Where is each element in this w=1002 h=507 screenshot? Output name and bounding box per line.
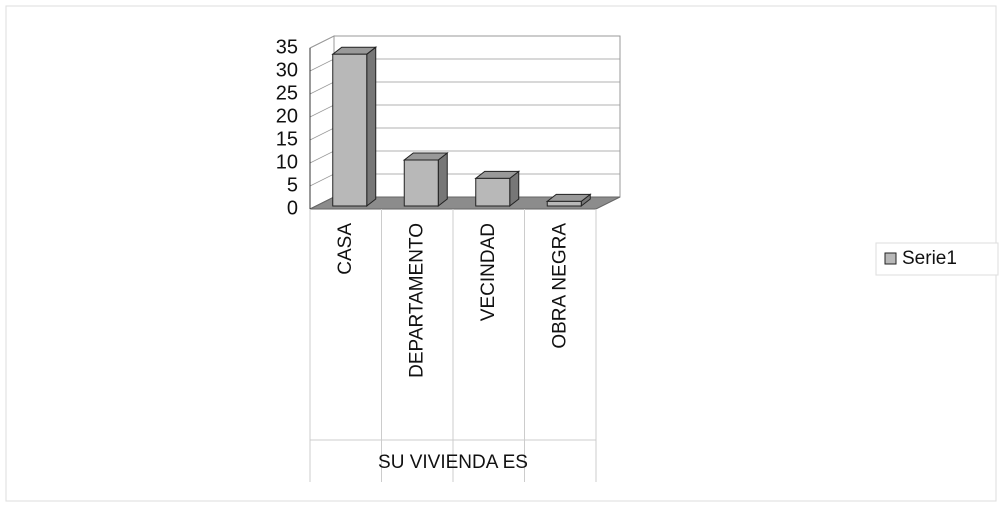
y-tick-label: 0 [287,197,298,219]
x-tick-label: OBRA NEGRA [549,223,570,349]
x-tick-label: VECINDAD [478,223,499,321]
y-tick-label: 30 [276,59,298,81]
y-tick-label: 35 [276,36,298,58]
y-tick-label: 5 [287,174,298,196]
back-wall [333,35,621,198]
x-tick-label: DEPARTAMENTO [406,223,427,378]
y-tick-label: 20 [276,105,298,127]
bar [475,177,511,207]
legend-label: Serie1 [902,248,957,269]
x-tick-label: CASA [335,223,356,275]
grid-line [309,35,620,49]
bar [546,200,582,207]
y-tick-label: 25 [276,82,298,104]
floor [309,196,621,210]
x-axis-title: SU VIVIENDA ES [378,452,528,473]
legend-swatch [884,252,897,265]
y-tick-label: 10 [276,151,298,173]
bar-side [437,151,448,208]
y-tick-label: 15 [276,128,298,150]
bar [332,53,368,207]
side-wall [309,35,335,210]
bar [403,159,439,207]
bar-side [366,46,377,208]
